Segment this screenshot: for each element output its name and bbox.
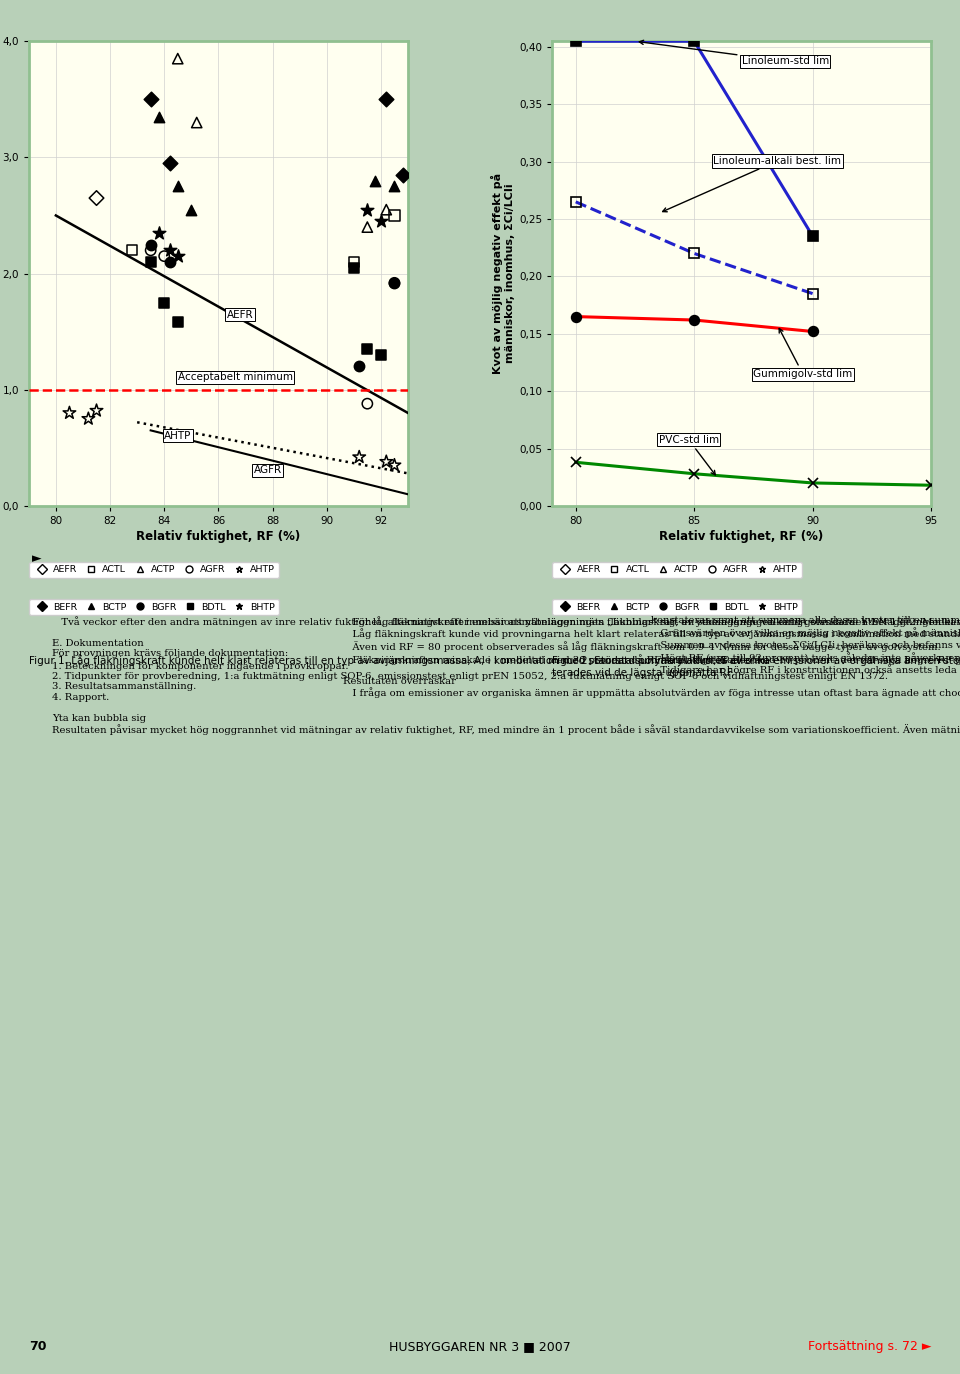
Point — [368, 169, 383, 191]
X-axis label: Relativ fuktighet, RF (%): Relativ fuktighet, RF (%) — [136, 530, 300, 543]
Point — [351, 356, 367, 378]
Point — [162, 251, 178, 273]
Text: AHTP: AHTP — [164, 430, 192, 441]
Text: AGFR: AGFR — [253, 466, 281, 475]
Point — [170, 245, 185, 267]
Point — [170, 48, 185, 70]
Point — [387, 205, 402, 227]
Text: Figur 2. Största summa av kvoter av olika emissioner av organiska ämnen större ä: Figur 2. Största summa av kvoter av olik… — [552, 654, 960, 679]
Point — [143, 88, 158, 110]
Point — [360, 338, 375, 360]
Text: HUSBYGGAREN NR 3 ■ 2007: HUSBYGGAREN NR 3 ■ 2007 — [389, 1341, 571, 1353]
Point — [183, 199, 199, 221]
Text: PVC-std lim: PVC-std lim — [659, 434, 719, 475]
Y-axis label: Kvot av möjlig negativ effekt på
människor, inomhus, ΣCi/LCIi: Kvot av möjlig negativ effekt på människ… — [492, 173, 515, 374]
Point — [378, 199, 394, 221]
Point — [189, 111, 204, 133]
Text: konstateras samt att summera alla dessa kvoter till en summa.
   Gränsvärden öve: konstateras samt att summera alla dessa … — [651, 616, 960, 675]
Point — [395, 164, 410, 185]
Legend: BEFR, BCTP, BGFR, BDTL, BHTP: BEFR, BCTP, BGFR, BDTL, BHTP — [29, 599, 279, 616]
Point — [387, 176, 402, 198]
Text: Två veckor efter den andra mätningen av inre relativ fuktighet, alternativt efte: Två veckor efter den andra mätningen av … — [52, 616, 960, 735]
Text: Gummigolv-std lim: Gummigolv-std lim — [754, 328, 852, 379]
Text: ►: ► — [32, 552, 41, 565]
Point — [351, 447, 367, 469]
Point — [81, 408, 96, 430]
Point — [162, 153, 178, 174]
Point — [387, 272, 402, 294]
Text: 70: 70 — [29, 1341, 46, 1353]
Point — [151, 106, 166, 128]
Text: Linoleum-std lim: Linoleum-std lim — [639, 40, 828, 66]
Text: För låg fläkningskraft innebär att ytbeläggningen „bubblar“ sig, en sedan länge : För låg fläkningskraft innebär att ytbel… — [343, 616, 960, 698]
Text: Figur 1. Låg fläkningskraft kunde helt klart relateras till en typ av avjämnings: Figur 1. Låg fläkningskraft kunde helt k… — [29, 654, 768, 666]
Point — [143, 239, 158, 261]
Point — [162, 239, 178, 261]
Point — [387, 455, 402, 477]
Text: Fortsättning s. 72 ►: Fortsättning s. 72 ► — [807, 1341, 931, 1353]
Point — [373, 210, 389, 232]
Point — [373, 344, 389, 365]
Point — [124, 239, 139, 261]
Point — [89, 400, 105, 422]
Text: AEFR: AEFR — [227, 309, 253, 320]
Point — [378, 451, 394, 473]
Point — [360, 199, 375, 221]
Point — [360, 393, 375, 415]
Point — [347, 251, 362, 273]
Point — [143, 234, 158, 256]
Point — [61, 403, 77, 425]
Point — [170, 312, 185, 334]
Point — [143, 251, 158, 273]
Point — [151, 223, 166, 245]
Text: Linoleum-alkali best. lim: Linoleum-alkali best. lim — [662, 157, 841, 212]
Legend: BEFR, BCTP, BGFR, BDTL, BHTP: BEFR, BCTP, BGFR, BDTL, BHTP — [552, 599, 803, 616]
Point — [378, 88, 394, 110]
Text: Acceptabelt minimum: Acceptabelt minimum — [178, 372, 293, 382]
Point — [156, 245, 172, 267]
Point — [347, 257, 362, 279]
X-axis label: Relativ fuktighet, RF (%): Relativ fuktighet, RF (%) — [660, 530, 824, 543]
Point — [170, 176, 185, 198]
Point — [387, 272, 402, 294]
Point — [360, 216, 375, 238]
Point — [156, 291, 172, 313]
Point — [89, 187, 105, 209]
